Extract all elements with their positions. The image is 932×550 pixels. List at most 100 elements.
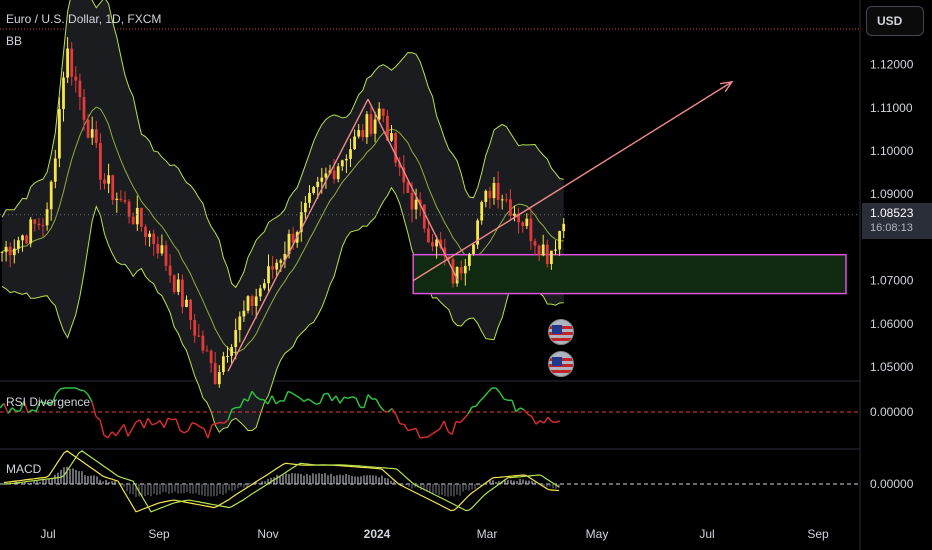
candle-body [427,228,430,243]
rsi-segment [311,400,317,405]
rsi-segment [303,398,309,403]
rsi-indicator-label[interactable]: RSI Divergence [6,395,91,409]
bb-band-fill [2,0,564,433]
price-tick-label: 1.09000 [870,187,914,201]
rsi-segment [451,421,457,435]
price-tick-label: 1.10000 [870,144,914,158]
candle-body [99,143,102,180]
price-tick-label: 1.12000 [870,58,914,72]
candle-body [291,233,295,243]
rsi-segment [83,390,89,396]
rsi-segment [335,395,341,404]
candle-body [176,279,180,292]
candle-body [541,244,545,256]
candle-body [8,246,12,256]
rsi-segment [123,424,129,437]
rsi-segment [135,419,141,423]
candle-body [94,129,98,144]
candle-body [377,108,381,120]
rsi-segment [151,422,157,426]
candle-body [271,266,274,270]
bb-indicator-label[interactable]: BB [6,34,23,48]
rsi-segment [355,397,361,408]
macd-signal-line [4,450,560,513]
rsi-segment [375,398,381,407]
rsi-segment [27,409,33,414]
rsi-segment [387,408,393,413]
candle-body [550,250,553,264]
candle-body [152,233,156,245]
rsi-segment [511,400,517,413]
macd-indicator-label[interactable]: MACD [6,462,42,476]
rsi-segment [359,406,365,409]
currency-button[interactable]: USD [866,6,924,36]
candle-body [246,296,250,311]
rsi-segment [51,393,57,405]
candle-body [33,219,37,224]
rsi-segment [159,420,165,429]
time-tick-label: Jul [699,527,714,541]
rsi-segment [55,388,61,395]
rsi-segment [131,421,137,430]
projection-arrow-head [720,80,734,93]
rsi-segment [351,396,357,399]
candle-body [12,248,16,256]
candle-body [496,182,500,200]
rsi-segment [247,391,253,402]
rsi-segment [487,387,493,393]
candle-body [353,136,356,150]
candle-body [78,80,82,98]
rsi-segment [191,422,197,425]
candle-body [164,245,168,266]
rsi-segment [103,434,109,439]
us-flag-icon[interactable] [548,319,574,345]
time-tick-label: 2024 [364,527,391,541]
candle-body [230,347,233,356]
candle-body [390,133,393,141]
rsi-segment [163,417,169,428]
macd-histogram-group [3,466,560,497]
rsi-segment [391,408,397,416]
rsi-segment [287,390,293,394]
bb-lower-line [1,186,564,433]
time-tick-label: Sep [148,527,170,541]
rsi-segment [331,395,337,402]
rsi-segment [155,419,161,425]
candle-body [554,249,557,251]
rsi-segment [407,428,413,432]
rsi-series-group [0,387,561,439]
symbol-title[interactable]: Euro / U.S. Dollar, 1D, FXCM [6,12,162,26]
rsi-segment [75,387,81,391]
rsi-segment [271,395,277,405]
rsi-segment [367,394,373,400]
rsi-segment [419,436,425,439]
rsi-segment [295,394,301,399]
rsi-segment [107,431,113,439]
candle-body [517,213,520,223]
candle-body [267,266,270,284]
rsi-segment [379,405,385,412]
rsi-segment [523,409,529,415]
candle-body [488,190,492,199]
us-flag-icon[interactable] [548,351,574,377]
candle-body [111,175,115,200]
candle-body [529,218,533,241]
candle-body [373,119,377,134]
rsi-segment [307,398,313,403]
rsi-segment [23,400,29,414]
rsi-segment [179,429,185,434]
macd-tick-label: 0.00000 [870,477,914,491]
rsi-segment [87,394,93,403]
rsi-segment [467,406,473,415]
rsi-segment [439,420,445,430]
rsi-segment [403,423,409,431]
candle-body [21,235,24,241]
macd-line [3,450,560,513]
candle-body [160,245,164,254]
rsi-segment [515,407,521,413]
candle-body [185,299,188,307]
candle-body [316,181,320,188]
rsi-segment [483,391,489,398]
